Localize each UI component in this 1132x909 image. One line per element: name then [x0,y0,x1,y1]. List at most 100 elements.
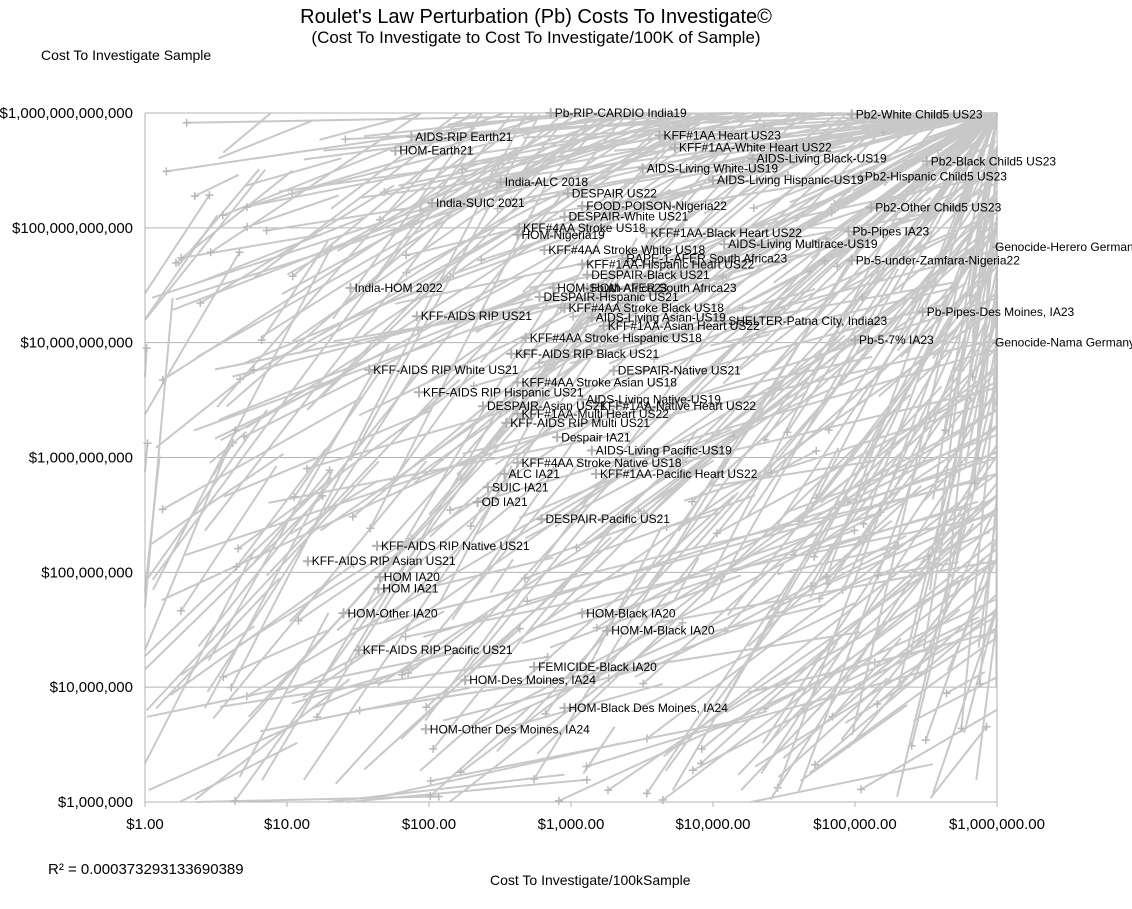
connector-marker [820,256,829,265]
data-point [591,468,601,479]
connector-marker [873,700,882,708]
y-tick-label: $10,000,000 [50,679,133,696]
connector-line [876,593,998,705]
data-label: DESPAIR-Black US21 [591,268,710,282]
data-point [529,661,540,672]
connector-line [218,119,313,160]
y-tick-label: $1,000,000,000,000 [0,105,133,122]
connector-line [344,228,607,667]
chart-subtitle: (Cost To Investigate to Cost To Investig… [311,28,761,47]
connector-line [238,612,330,778]
data-point [719,315,730,326]
connector-line [960,367,998,729]
connector-marker [249,365,258,374]
connector-line [847,648,933,749]
x-tick-label: $10,000.00 [675,816,750,833]
connector-line [831,637,902,718]
data-point [512,457,523,468]
data-label: Genocide-Nama Germany [995,336,1132,350]
data-label: Pb-Pipes IA23 [853,225,930,239]
data-point [514,222,524,233]
connector-line [197,112,629,648]
connector-line [442,666,649,722]
x-tick-label: $1.00 [126,816,164,833]
x-tick-label: $100,000.00 [813,816,896,833]
connector-marker [422,703,431,712]
connector-line [922,217,998,649]
connector-line [148,722,300,792]
connector-line [333,276,728,343]
data-point [373,583,384,594]
connector-marker [218,211,227,220]
connector-marker [822,573,831,581]
data-label: Pb-5-7% IA23 [859,333,934,347]
connector-line [666,285,711,321]
connector-line [760,477,956,775]
background-connector-lines [142,112,998,805]
connector-line [522,112,700,293]
data-label: FOOD-POISON-Nigeria22 [586,199,727,213]
connector-marker [718,272,727,281]
connector-line [407,613,489,674]
connector-line [144,495,324,671]
data-point [512,229,523,240]
data-label: Pb2-White Child5 US23 [856,108,983,122]
data-label: Pb2-Other Child5 US23 [875,201,1001,215]
connector-marker [812,446,821,455]
connector-marker [583,775,591,784]
connector-line [813,202,998,558]
connector-line [252,112,473,280]
data-point [637,163,648,174]
connector-line [510,112,998,202]
connector-line [911,504,998,683]
connector-line [245,157,342,187]
data-point [472,497,483,507]
data-label: HOM-Other Des Moines, IA24 [430,722,590,736]
connector-line [682,260,745,328]
x-tick-label: $1,000,000.00 [949,816,1045,833]
connector-line [400,378,461,432]
connector-line [959,112,998,177]
connector-line [243,112,724,209]
chart-title: Roulet's Law Perturbation (Pb) Costs To … [300,6,772,28]
connector-line [724,563,785,632]
connector-line [310,646,457,711]
connector-line [722,112,998,385]
connector-line [591,112,982,339]
connector-marker [401,632,410,641]
data-label: KFF#1AA-Native Heart US22 [600,399,756,413]
connector-marker [941,426,950,435]
data-label: KFF#4AA Stroke Hispanic US18 [530,331,702,345]
data-label: KFF#1AA Heart US23 [664,128,782,142]
connector-marker [857,785,865,794]
connector-line [413,112,856,484]
connector-marker [190,192,199,201]
connector-marker [688,766,697,775]
data-point [364,364,375,375]
connector-marker [697,745,706,753]
connector-line [544,444,720,623]
connector-line [691,227,998,503]
connector-line [905,217,985,317]
data-label: HOM-Earth21 [399,144,473,158]
connector-marker [783,428,792,437]
connector-line [428,292,556,383]
connector-line [204,173,483,532]
connector-marker [688,497,697,506]
connector-line [144,214,219,320]
connector-marker [811,760,819,769]
connector-line [662,548,998,801]
connector-line [496,491,739,753]
connector-marker [234,544,243,553]
connector-line [428,328,588,516]
data-point [506,348,517,359]
connector-marker [572,543,581,552]
connector-line [692,610,998,772]
data-label: AIDS-RIP Earth21 [415,130,512,144]
data-point [534,292,545,302]
connector-line [631,602,855,713]
axes: $1,000,000 $10,000,000 $100,000,000 $1,000,… [0,105,1045,833]
connector-marker [466,522,475,531]
connector-line [840,557,986,741]
data-label: HOM-Des Moines, IA24 [469,673,596,687]
